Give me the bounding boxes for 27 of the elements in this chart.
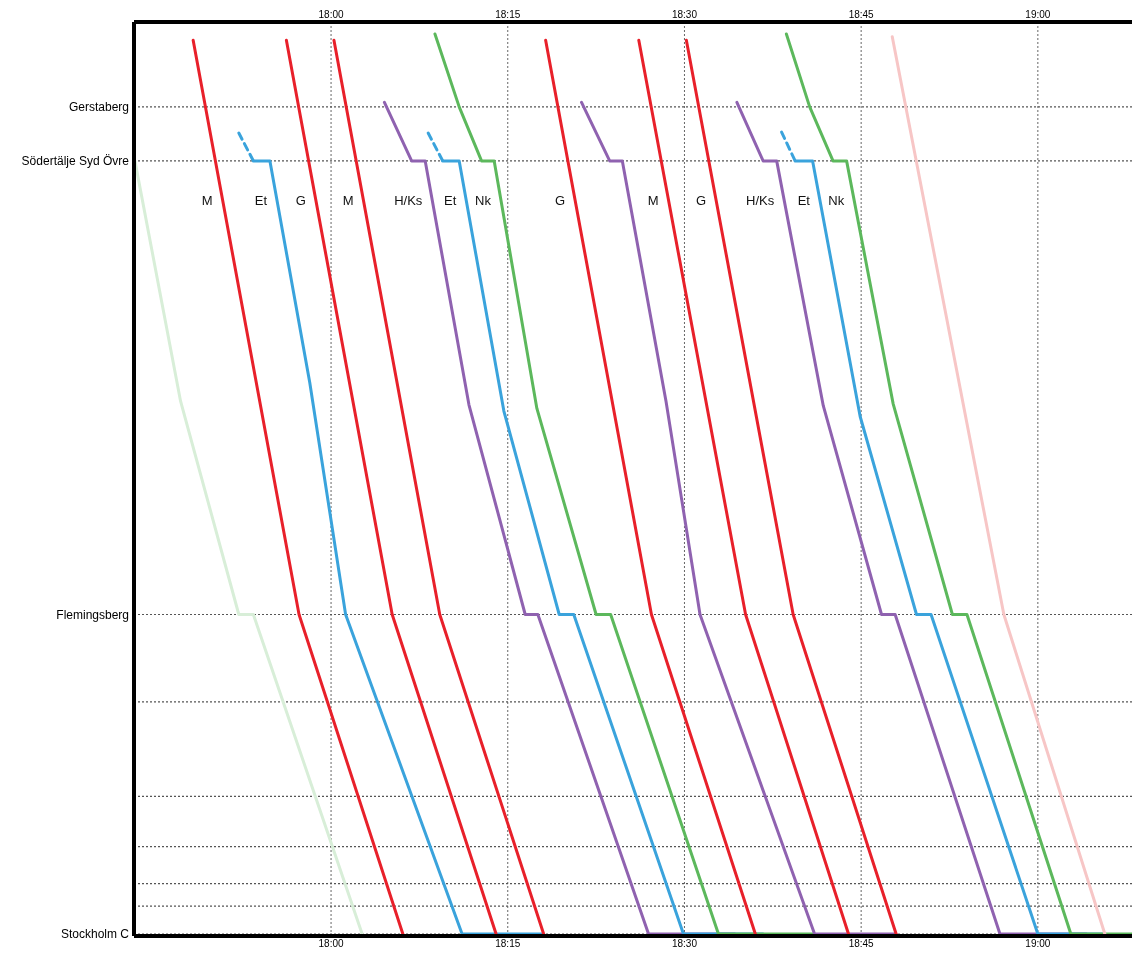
x2-tick-label: 18:15 (495, 9, 521, 20)
x-tick-label: 19:00 (1025, 938, 1051, 949)
series-label: M (201, 193, 213, 209)
x-tick-label: 18:45 (848, 938, 875, 949)
series-label: H/Ks (746, 193, 775, 209)
x2-tick-label: 19:00 (1025, 9, 1051, 20)
series-label: Et (254, 193, 268, 209)
ref-line-label: Flemingsberg (56, 607, 129, 622)
x2-tick-label: 18:00 (318, 9, 344, 20)
series-label: G (555, 193, 566, 209)
series-label: G (295, 193, 306, 209)
x-tick-label: 18:30 (671, 938, 698, 949)
ref-line-label: Gerstaberg (68, 100, 129, 115)
ref-line-label: Stockholm C (60, 927, 130, 942)
x2-tick-label: 18:45 (848, 9, 875, 20)
series-label: M (647, 193, 659, 209)
x-tick-label: 18:00 (318, 938, 344, 949)
series-label: G (696, 193, 707, 209)
series-label: Et (797, 193, 811, 209)
x-tick-label: 18:15 (495, 938, 521, 949)
series-label: Nk (828, 193, 845, 209)
x2-tick-label: 18:30 (671, 9, 698, 20)
ref-line-label: Södertälje Syd Övre (21, 154, 130, 169)
series-label: H/Ks (394, 193, 423, 209)
series-label: Nk (475, 193, 492, 209)
series-label: Et (443, 193, 457, 209)
series-label: M (342, 193, 354, 209)
